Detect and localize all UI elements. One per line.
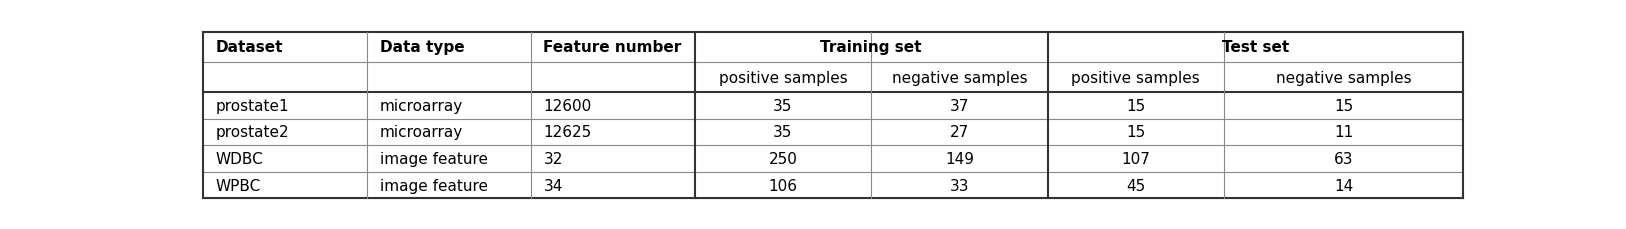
- Text: image feature: image feature: [379, 178, 488, 193]
- Text: 15: 15: [1127, 125, 1145, 140]
- Text: Data type: Data type: [379, 40, 465, 55]
- Text: 33: 33: [950, 178, 969, 193]
- Text: 11: 11: [1333, 125, 1353, 140]
- Text: Training set: Training set: [821, 40, 922, 55]
- Text: 15: 15: [1333, 98, 1353, 113]
- Text: image feature: image feature: [379, 151, 488, 166]
- Text: 34: 34: [543, 178, 563, 193]
- Text: 250: 250: [769, 151, 797, 166]
- Text: 35: 35: [774, 98, 792, 113]
- Text: 27: 27: [950, 125, 969, 140]
- Text: prostate1: prostate1: [216, 98, 289, 113]
- Text: 63: 63: [1333, 151, 1353, 166]
- Text: 32: 32: [543, 151, 563, 166]
- Text: negative samples: negative samples: [891, 70, 1028, 85]
- Text: Dataset: Dataset: [216, 40, 283, 55]
- Text: 106: 106: [769, 178, 797, 193]
- Text: 45: 45: [1127, 178, 1145, 193]
- Text: WDBC: WDBC: [216, 151, 263, 166]
- Text: 15: 15: [1127, 98, 1145, 113]
- Text: 35: 35: [774, 125, 792, 140]
- Text: 149: 149: [945, 151, 974, 166]
- Text: 14: 14: [1333, 178, 1353, 193]
- Text: microarray: microarray: [379, 125, 463, 140]
- Text: WPBC: WPBC: [216, 178, 262, 193]
- Text: positive samples: positive samples: [1072, 70, 1200, 85]
- Text: positive samples: positive samples: [719, 70, 847, 85]
- Text: Test set: Test set: [1221, 40, 1289, 55]
- Text: Feature number: Feature number: [543, 40, 681, 55]
- Text: prostate2: prostate2: [216, 125, 289, 140]
- Text: 107: 107: [1122, 151, 1150, 166]
- Text: 12600: 12600: [543, 98, 592, 113]
- Text: 37: 37: [950, 98, 969, 113]
- Text: 12625: 12625: [543, 125, 592, 140]
- Text: negative samples: negative samples: [1276, 70, 1411, 85]
- Text: microarray: microarray: [379, 98, 463, 113]
